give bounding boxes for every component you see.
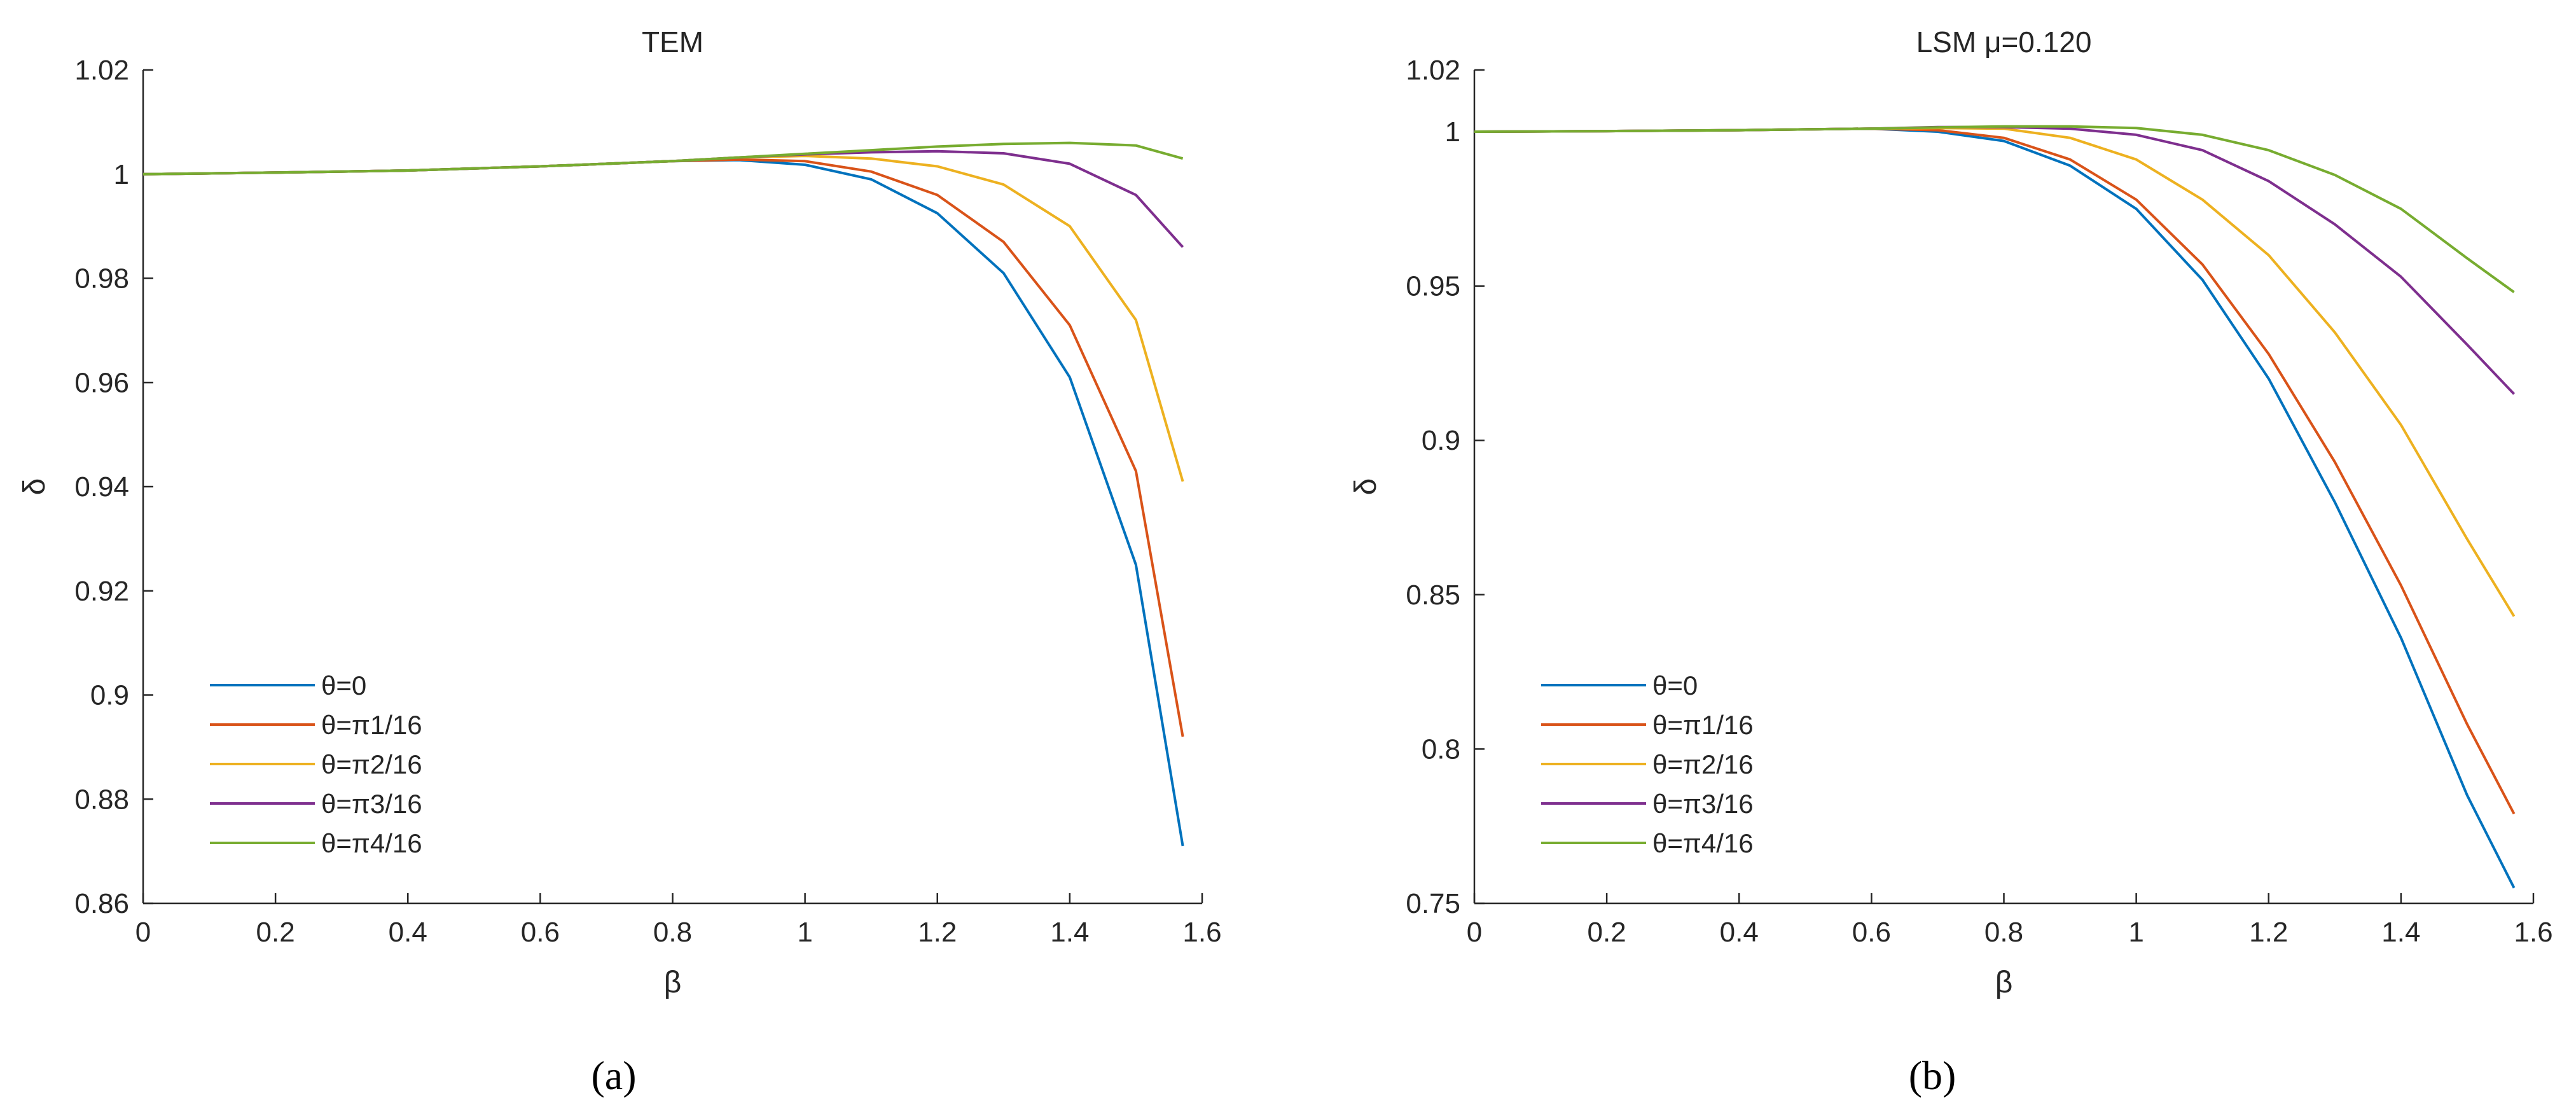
y-tick-label: 0.92 (74, 576, 129, 607)
y-tick-label: 0.88 (74, 784, 129, 815)
legend-label: θ=π2/16 (1652, 749, 1754, 779)
x-axis-label: β (664, 966, 682, 999)
chart-panel-a: 0 0.2 0.4 0.6 0.8 1 1.2 1.4 1.6 0.86 0.88 0.9 0.92 0.… (18, 25, 1222, 1098)
series-line-1 (142, 158, 1184, 737)
y-tick-label: 0.96 (74, 367, 129, 398)
x-tick-label: 1.4 (1050, 917, 1089, 948)
y-tick-label: 0.9 (1422, 425, 1460, 456)
y-tick-label: 1.02 (1406, 55, 1460, 86)
y-tick-label: 1.02 (74, 55, 129, 86)
series-line-2 (142, 155, 1184, 482)
x-tick-label: 0.2 (1588, 917, 1626, 948)
series-line-1 (1474, 127, 2516, 815)
panel-label: (a) (591, 1053, 636, 1098)
legend-label: θ=0 (1652, 671, 1698, 700)
y-tick-label: 0.94 (74, 471, 129, 503)
y-tick-label: 0.9 (90, 680, 129, 711)
x-tick-label: 1.2 (2249, 917, 2288, 948)
x-tick-label: 0.8 (653, 917, 692, 948)
y-tick-label: 1 (1445, 116, 1460, 148)
x-tick-label: 1 (797, 917, 812, 948)
legend-label: θ=0 (321, 671, 366, 700)
x-tick-label: 1.6 (2514, 917, 2552, 948)
x-tick-label: 1.4 (2381, 917, 2420, 948)
x-tick-label: 0.4 (389, 917, 427, 948)
legend-label: θ=π1/16 (1652, 710, 1754, 740)
series-line-4 (1474, 125, 2515, 293)
y-tick-label: 0.98 (74, 263, 129, 295)
chart-title: TEM (642, 25, 703, 59)
x-tick-label: 1 (2128, 917, 2143, 948)
series-line-0 (142, 158, 1184, 847)
series-line-3 (1474, 125, 2516, 395)
y-axis-label: δ (18, 478, 52, 496)
x-tick-label: 0.6 (521, 917, 560, 948)
y-tick-label: 0.75 (1406, 888, 1460, 919)
legend-label: θ=π3/16 (321, 789, 422, 819)
series-line-4 (142, 141, 1184, 176)
legend-label: θ=π4/16 (321, 828, 422, 858)
chart-panel-b: 0 0.2 0.4 0.6 0.8 1 1.2 1.4 1.6 0.75 0.8 0.85 0.9 0.9… (1349, 25, 2553, 1098)
legend-label: θ=π2/16 (321, 749, 422, 779)
chart-title: LSM μ=0.120 (1916, 25, 2092, 59)
x-tick-label: 1.2 (918, 917, 957, 948)
y-tick-label: 0.95 (1406, 271, 1460, 302)
x-tick-label: 0 (1467, 917, 1482, 948)
x-tick-label: 0.4 (1720, 917, 1759, 948)
x-axis-label: β (1995, 966, 2013, 999)
y-axis-label: δ (1349, 478, 1383, 496)
legend-label: θ=π4/16 (1652, 828, 1754, 858)
x-tick-label: 1.6 (1182, 917, 1221, 948)
legend-label: θ=π3/16 (1652, 789, 1754, 819)
series-line-2 (1474, 127, 2516, 617)
x-tick-label: 0 (135, 917, 151, 948)
y-tick-label: 0.85 (1406, 580, 1460, 611)
y-tick-label: 1 (114, 159, 129, 190)
y-tick-label: 0.8 (1422, 733, 1460, 765)
x-tick-label: 0.8 (1984, 917, 2023, 948)
x-tick-label: 0.6 (1852, 917, 1891, 948)
legend-label: θ=π1/16 (321, 710, 422, 740)
x-tick-label: 0.2 (256, 917, 295, 948)
y-tick-label: 0.86 (74, 888, 129, 919)
panel-label: (b) (1909, 1053, 1956, 1098)
